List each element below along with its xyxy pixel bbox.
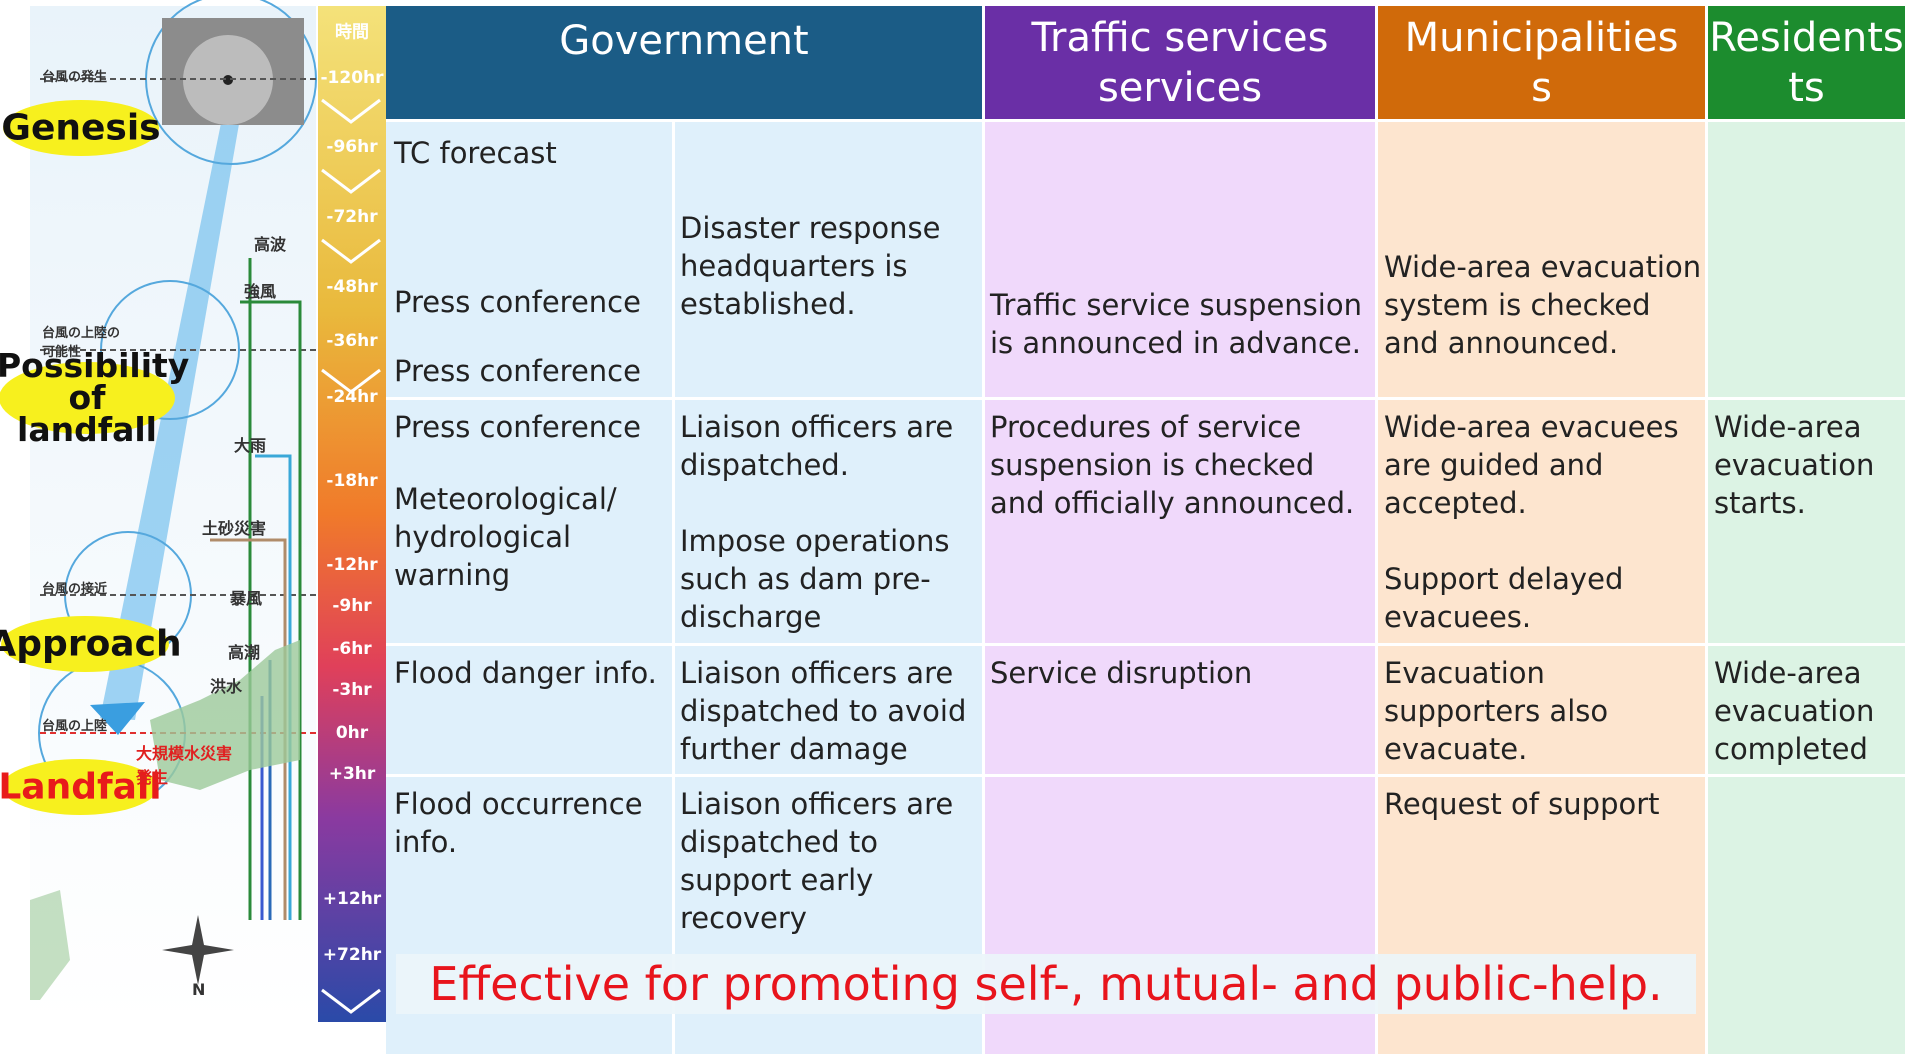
time-tick: -24hr [326,387,378,407]
cell-text: TC forecast [394,136,557,170]
time-tick: -9hr [332,596,372,616]
stage-label: Landfall [0,766,162,808]
cell-text: Press conference [394,410,641,444]
table-cell [1708,777,1905,1054]
table-cell [386,400,672,643]
header: Municipalities s [1378,6,1705,119]
footer-message: Effective for promoting self-, mutual- a… [429,957,1663,1011]
map-label: 土砂災害 [202,519,267,538]
header-bg [386,6,982,119]
time-tick: +72hr [322,945,382,965]
map-label: 台風の接近 [42,582,108,597]
map-label: 大規模水災害発生 [136,744,233,787]
time-tick: -72hr [326,207,378,227]
header-text: ts [1788,64,1825,111]
stage-label: Possibility of landfall [0,346,190,449]
cell-text: Impose operations such as dam pre-discha… [680,524,950,634]
cell-text: Wide-area evacuation completed [1714,656,1875,766]
cell-text: Wide-area evacuation system is checked a… [1384,250,1702,360]
map-label: 台風の上陸 [42,719,108,734]
time-tick: -120hr [320,68,384,88]
table-cell [675,400,982,643]
cell-text: Wide-area evacuees are guided and accept… [1384,410,1679,520]
time-tick: -18hr [326,471,378,491]
map-label: 強風 [244,282,277,301]
cell-text: Disaster response headquarters is establ… [680,211,941,321]
cell-text: Press conference [394,354,641,388]
table-cell [1378,400,1705,643]
header: Government [386,6,982,76]
header-bg [1708,6,1905,119]
cell-text: Support delayed evacuees. [1384,562,1624,634]
cell-text: Evacuation supporters also evacuate. [1384,656,1609,766]
table-cell [1378,122,1705,397]
time-tick: -48hr [326,277,378,297]
header: Residents ts [1708,6,1905,119]
header-text: Traffic services [1031,14,1329,61]
header-text: Residents [1709,14,1904,61]
time-tick: -6hr [332,639,372,659]
cell-text: Flood danger info. [394,656,657,690]
map-label: 高波 [254,235,287,254]
map-label: 暴風 [230,589,263,608]
header-text: Government [559,18,809,64]
cell-text: Liaison officers are dispatched to suppo… [680,787,954,935]
compass-label: N [192,980,206,999]
table-cell [1378,646,1705,774]
time-tick: -3hr [332,680,372,700]
table-cell [1708,122,1905,397]
time-header: 時間 [335,22,369,43]
cell-text: Service disruption [990,656,1253,690]
map-label: 大雨 [234,436,267,455]
header-bg [985,6,1375,119]
map-label: 洪水 [210,677,243,696]
header-text: s [1531,64,1552,111]
time-tick: -96hr [326,137,378,157]
table-cell [985,646,1375,774]
stage-label: Genesis [1,107,161,149]
table-cell [1708,400,1905,643]
time-tick: -12hr [326,555,378,575]
header-bg [1378,6,1705,119]
cell-text: Liaison officers are dispatched. [680,410,954,482]
table-cell [985,122,1375,397]
cell-text: Wide-area evacuation starts. [1714,410,1875,520]
time-tick: 0hr [335,723,369,743]
cell-text: Press conference [394,285,641,319]
table-cell [675,646,982,774]
header: Traffic services services [985,6,1375,119]
cell-text: Flood occurrence info. [394,787,643,859]
time-tick: -36hr [326,331,378,351]
stage-label: Approach [0,623,182,665]
table-cell [386,646,672,774]
map-label: 台風の発生 [42,70,108,85]
timeline-graphic [0,0,386,1022]
map-label: 高潮 [228,643,261,662]
time-tick: +3hr [328,764,376,784]
cell-text: Request of support [1384,787,1660,821]
footer-bg [396,954,1696,1014]
table-cell [1708,646,1905,774]
header-text: Municipalities [1404,14,1679,61]
table-cell [675,122,982,397]
cell-text: Liaison officers are dispatched to avoid… [680,656,967,766]
table-cell [985,400,1375,643]
cell-text: Traffic service suspension is announced … [990,288,1362,360]
cell-text: Meteorological/ hydrological warning [394,482,617,592]
map-label: 台風の上陸の可能性 [42,326,121,360]
table-cell [386,122,672,397]
cell-text: Procedures of service suspension is chec… [990,410,1355,520]
time-tick: +12hr [322,889,382,909]
header-text: services [1097,64,1263,111]
